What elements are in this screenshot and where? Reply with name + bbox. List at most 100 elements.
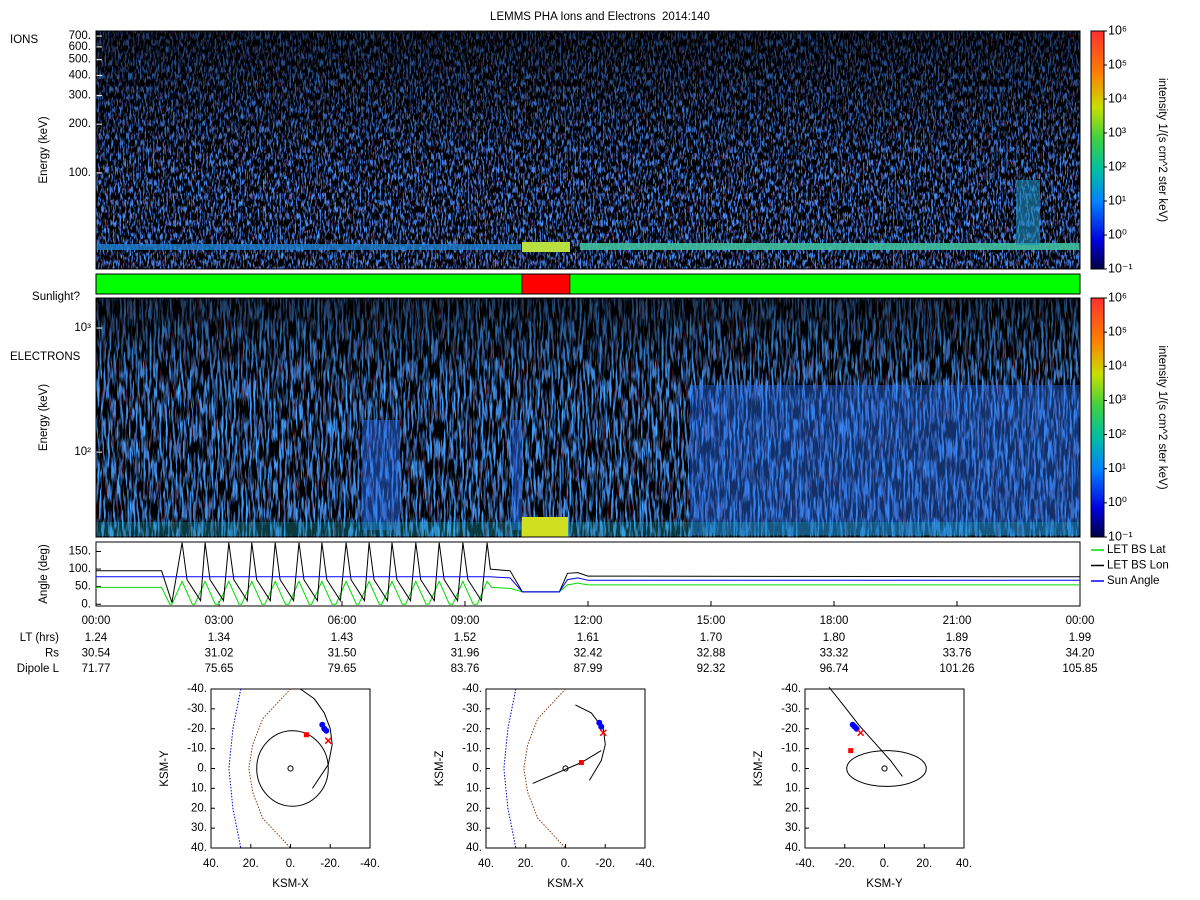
y-tick-label: 200. (69, 118, 91, 130)
y-tick-label: 10. (466, 782, 482, 794)
colorbar-tick-label: 10⁰ (1108, 227, 1127, 241)
ephemeris-value: 1.61 (577, 632, 599, 644)
y-tick-label: -10. (462, 743, 482, 755)
y-tick-label: -30. (187, 703, 207, 715)
x-tick-label: 00:00 (1066, 615, 1095, 627)
colorbar-tick-label: 10³ (1108, 125, 1126, 139)
series-line (96, 542, 1081, 603)
x-tick-label: -40. (360, 858, 380, 870)
marker (849, 721, 856, 728)
ephemeris-value: 79.65 (328, 663, 357, 675)
y-tick-label: 400. (69, 69, 91, 81)
y-axis-label: KSM-Z (434, 751, 446, 787)
ephemeris-value: 1.43 (331, 632, 353, 644)
colorbar-tick-label: 10³ (1108, 393, 1126, 407)
ion-spectrogram (96, 31, 1080, 269)
colorbar-tick-label: 10⁵ (1108, 324, 1127, 338)
orbit-curve (228, 688, 242, 849)
ephemeris-value: 30.54 (82, 648, 111, 660)
ephemeris-value: 33.32 (820, 648, 849, 660)
colorbar-tick-label: 10⁴ (1108, 91, 1127, 105)
y-tick-label: -40. (187, 683, 207, 695)
x-axis-label: KSM-X (547, 878, 584, 890)
y-tick-label: 700. (69, 30, 91, 42)
ephemeris-value: 71.77 (82, 663, 111, 675)
colorbar (1090, 297, 1105, 538)
y-axis-label: Energy (keV) (38, 384, 50, 451)
y-tick-label: 0. (791, 763, 801, 775)
panel-label: ELECTRONS (10, 351, 81, 363)
marker (599, 729, 607, 737)
x-tick-label: -40. (795, 858, 815, 870)
orbit-ellipse (287, 765, 294, 772)
y-axis-label: Energy (keV) (38, 116, 50, 183)
spectrogram-band (522, 517, 568, 537)
panel-label: IONS (10, 34, 38, 46)
y-tick-label: 40. (466, 842, 482, 854)
legend-label: LET BS Lat (1107, 544, 1166, 556)
y-tick-label: 30. (191, 822, 207, 834)
y-tick-label: 0. (81, 598, 91, 610)
segment (95, 273, 523, 295)
y-axis-label: KSM-Z (753, 751, 765, 787)
x-tick-label: -20. (835, 858, 855, 870)
ephemeris-value: 1.24 (85, 632, 108, 644)
y-tick-label: 50. (75, 581, 91, 593)
marker (323, 727, 330, 734)
spectrogram-region (362, 420, 400, 530)
x-tick-label: -20. (595, 858, 615, 870)
ephemeris-value: 32.88 (697, 648, 726, 660)
y-tick-label: 0. (472, 763, 482, 775)
x-tick-label: 12:00 (574, 615, 603, 627)
colorbar-tick-label: 10⁴ (1108, 359, 1127, 373)
y-tick-label: 600. (69, 41, 91, 53)
frame (210, 688, 371, 849)
y-tick-label: -30. (781, 703, 801, 715)
orbit-ellipse (881, 765, 888, 772)
ephemeris-value: 34.20 (1066, 648, 1095, 660)
spectrogram-band (522, 242, 570, 252)
spectrogram-region (690, 385, 1080, 535)
y-tick-label: -10. (187, 743, 207, 755)
ephemeris-label: LT (hrs) (20, 632, 59, 644)
x-axis-label: KSM-X (272, 878, 309, 890)
ephemeris-value: 96.74 (820, 663, 849, 675)
orbit-curve (828, 686, 903, 777)
spectrogram-shade (96, 298, 1080, 388)
y-tick-label: 20. (785, 802, 801, 814)
y-tick-label: -20. (187, 723, 207, 735)
segment (569, 273, 1081, 295)
spectrogram-shade (96, 31, 1080, 181)
ephemeris-value: 83.76 (451, 663, 480, 675)
ephemeris-value: 31.96 (451, 648, 480, 660)
colorbar-tick-label: 10² (1108, 159, 1126, 173)
x-tick-label: 20. (243, 858, 259, 870)
orbit-curve (503, 688, 517, 849)
segment (521, 273, 571, 295)
x-tick-label: 15:00 (697, 615, 726, 627)
x-tick-label: 03:00 (205, 615, 234, 627)
frame (95, 273, 1081, 295)
ephemeris-value: 1.89 (946, 632, 968, 644)
marker (598, 723, 605, 730)
y-tick-label: 500. (69, 54, 91, 66)
colorbar-tick-label: 10¹ (1108, 461, 1126, 475)
x-tick-label: 0. (286, 858, 296, 870)
x-tick-label: 40. (203, 858, 219, 870)
orbit-curve (248, 688, 291, 849)
chart-title: LEMMS PHA Ions and Electrons 2014:140 (490, 11, 710, 23)
ephemeris-value: 31.50 (328, 648, 357, 660)
y-tick-label: 10³ (74, 322, 91, 334)
marker (857, 729, 865, 737)
x-tick-label: 20. (518, 858, 534, 870)
ephemeris-value: 75.65 (205, 663, 234, 675)
spectrogram-band (96, 522, 1080, 536)
x-tick-label: 20. (916, 858, 932, 870)
x-tick-label: -20. (320, 858, 340, 870)
spectrogram-band (1016, 180, 1040, 245)
x-tick-label: 21:00 (943, 615, 972, 627)
orbit-ellipse (562, 765, 569, 772)
frame (95, 297, 1081, 538)
ephemeris-value: 1.80 (823, 632, 845, 644)
colorbar-tick-label: 10⁶ (1108, 290, 1127, 304)
